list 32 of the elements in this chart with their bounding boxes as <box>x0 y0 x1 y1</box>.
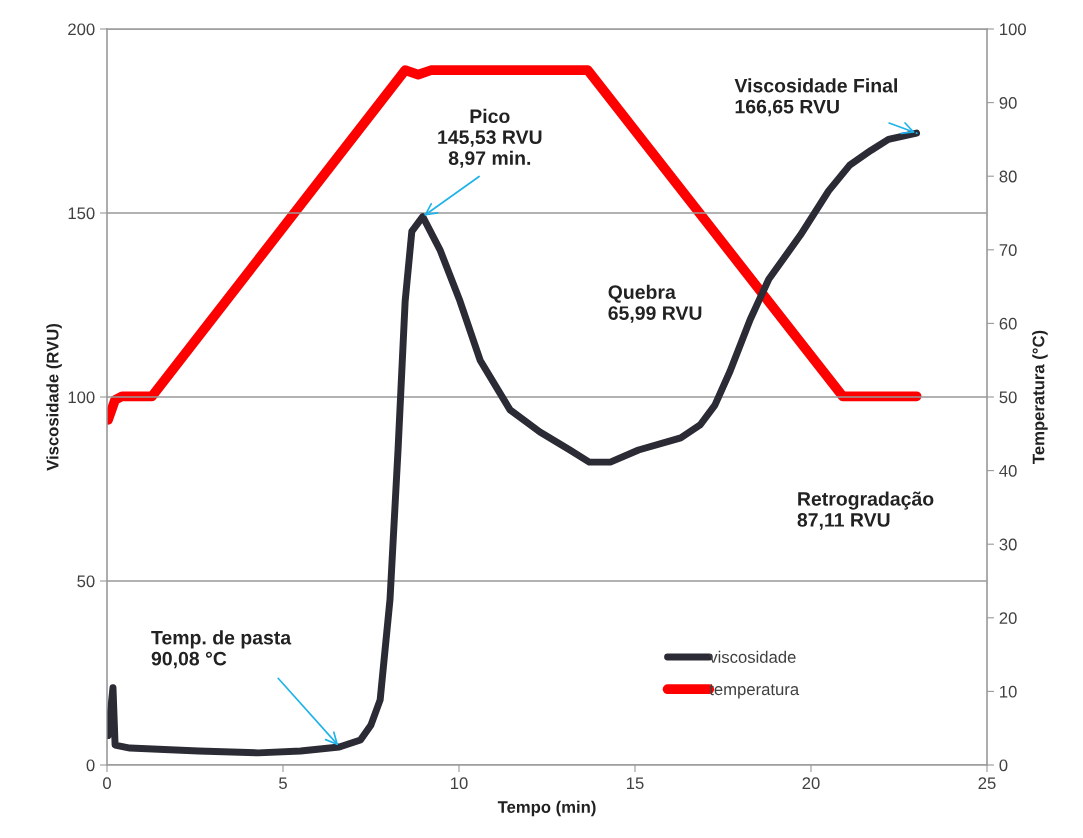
y-tick-label: 50 <box>77 575 95 588</box>
y2-tick-label: 20 <box>999 612 1017 624</box>
x-tick-label: 25 <box>978 777 996 790</box>
y2-tick-label: 60 <box>999 317 1017 330</box>
y-tick-label: 200 <box>68 23 95 36</box>
y2-tick-label: 0 <box>999 759 1008 772</box>
y2-tick-label: 10 <box>1000 685 1017 698</box>
x-tick-label: 5 <box>279 777 287 790</box>
annotation: Quebra 65,99 RVU <box>608 284 702 323</box>
annotation: Temp. de pasta 90,08 °C <box>151 630 292 669</box>
x-tick-label: 10 <box>451 777 468 790</box>
y-tick-label: 150 <box>68 207 95 220</box>
legend-label: viscosidade <box>709 650 796 663</box>
x-tick-label: 20 <box>802 777 820 790</box>
y2-tick-label: 30 <box>999 538 1017 551</box>
y-tick-label: 100 <box>68 391 95 404</box>
annotation: Viscosidade Final 166,65 RVU <box>734 78 897 117</box>
y-tick-label: 0 <box>86 759 95 772</box>
annotation: Pico 145,53 RVU 8,97 min. <box>438 108 542 168</box>
y2-tick-label: 80 <box>999 170 1017 183</box>
x-axis-title: Tempo (min) <box>497 800 596 817</box>
y2-tick-label: 50 <box>999 391 1017 404</box>
y2-tick-label: 70 <box>999 244 1017 256</box>
y2-tick-label: 90 <box>999 97 1017 109</box>
y-axis-title: Viscosidade (RVU) <box>46 324 62 471</box>
y2-tick-label: 100 <box>1000 23 1026 36</box>
y2-axis-title: Temperatura (°C) <box>1032 330 1048 464</box>
x-tick-label: 15 <box>627 777 644 790</box>
legend-label: temperatura <box>709 684 800 699</box>
y2-tick-label: 40 <box>999 465 1017 477</box>
x-tick-label: 0 <box>103 777 111 790</box>
annotation: Retrogradação 87,11 RVU <box>797 491 934 530</box>
